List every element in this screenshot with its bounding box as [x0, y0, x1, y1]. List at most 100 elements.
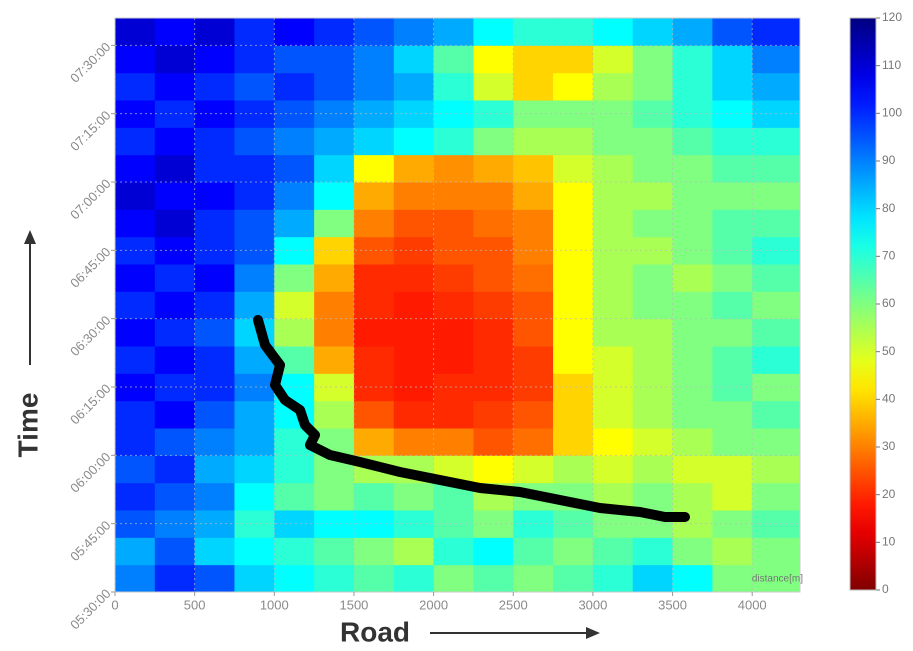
cell: [712, 455, 753, 484]
cell: [632, 482, 674, 511]
cell: [194, 318, 235, 347]
colorbar-tick-label: 40: [882, 392, 896, 406]
cell: [274, 455, 315, 484]
cell: [473, 264, 514, 292]
arrowhead: [586, 627, 600, 639]
cell: [513, 236, 554, 265]
cell: [433, 318, 474, 347]
cell: [154, 182, 196, 210]
cell: [712, 127, 753, 156]
cell: [553, 346, 594, 374]
cell: [115, 291, 156, 320]
cell: [632, 154, 674, 183]
cell: [513, 346, 554, 374]
cell: [632, 428, 674, 456]
cell: [393, 346, 435, 374]
cell: [553, 264, 594, 292]
cell: [234, 291, 275, 320]
cell: [752, 318, 793, 347]
cell: [433, 45, 474, 74]
cell: [314, 45, 355, 74]
cell: [154, 209, 196, 238]
cell: [752, 346, 793, 374]
cell: [752, 482, 793, 511]
cell: [752, 18, 793, 46]
cell: [592, 236, 634, 265]
cell: [513, 182, 554, 210]
cell: [513, 428, 554, 456]
cell: [513, 100, 554, 128]
cell: [672, 45, 713, 74]
cell: [433, 236, 474, 265]
cell: [473, 100, 514, 128]
cell: [632, 18, 674, 46]
x-tick-label: 2000: [419, 597, 448, 612]
cell: [314, 564, 355, 593]
cell: [592, 18, 634, 46]
cell: [632, 182, 674, 210]
cell: [553, 127, 594, 156]
cell: [513, 72, 554, 101]
cell: [314, 209, 355, 238]
cell: [712, 318, 753, 347]
cell: [473, 154, 514, 183]
x-tick-label: 3500: [658, 597, 687, 612]
cell: [393, 373, 435, 402]
cell: [274, 209, 315, 238]
cell: [115, 127, 156, 156]
x-tick-label: 1500: [339, 597, 368, 612]
cell: [115, 400, 156, 429]
cell: [792, 209, 801, 238]
cell: [632, 45, 674, 74]
cell: [274, 18, 315, 46]
cell: [473, 127, 514, 156]
cell: [752, 45, 793, 74]
cell: [513, 455, 554, 484]
cell: [393, 510, 435, 538]
cell: [792, 482, 801, 511]
colorbar-tick-label: 20: [882, 487, 896, 501]
colorbar: [849, 17, 877, 591]
cell: [592, 264, 634, 292]
cell: [513, 510, 554, 538]
cell: [553, 564, 594, 593]
cell: [314, 482, 355, 511]
cell: [433, 537, 474, 566]
cell: [194, 264, 235, 292]
cell: [473, 564, 514, 593]
cell: [752, 291, 793, 320]
cell: [234, 209, 275, 238]
colorbar-tick-label: 110: [882, 58, 901, 72]
cell: [393, 18, 435, 46]
cell: [672, 455, 713, 484]
cell: [752, 564, 793, 593]
cell: [393, 182, 435, 210]
cell: [553, 455, 594, 484]
y-tick-label: 07:00:00: [67, 176, 113, 222]
cell: [792, 455, 801, 484]
cell: [433, 18, 474, 46]
colorbar-tick-label: 60: [882, 296, 896, 310]
y-tick-label: 07:30:00: [67, 39, 113, 85]
x-tick-label: 0: [111, 597, 118, 612]
cell: [194, 72, 235, 101]
cell: [752, 455, 793, 484]
cell: [393, 236, 435, 265]
colorbar-tick-label: 100: [882, 106, 902, 120]
cell: [792, 537, 801, 566]
cell: [473, 291, 514, 320]
y-tick-label: 06:15:00: [67, 381, 113, 427]
cell: [632, 564, 674, 593]
cell: [553, 45, 594, 74]
cell: [194, 482, 235, 511]
cell: [592, 318, 634, 347]
cell: [234, 72, 275, 101]
cell: [752, 537, 793, 566]
cell: [115, 209, 156, 238]
cell: [194, 537, 235, 566]
cell: [592, 72, 634, 101]
cell: [433, 291, 474, 320]
y-tick-label: 06:00:00: [67, 449, 113, 495]
cell: [154, 455, 196, 484]
cell: [353, 291, 395, 320]
